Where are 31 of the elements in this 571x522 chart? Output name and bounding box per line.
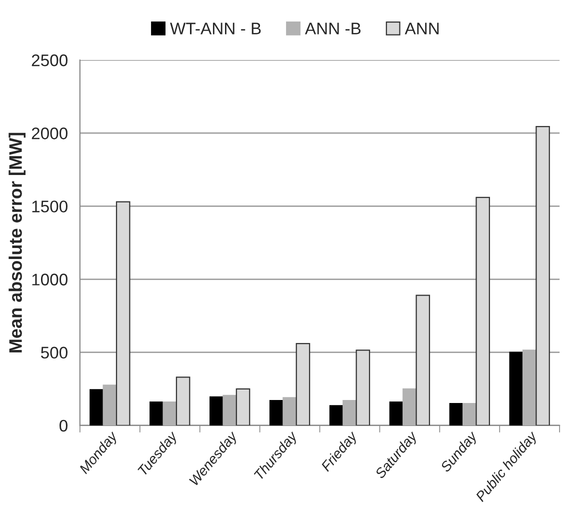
y-axis-title: Mean absolute error [MW] bbox=[8, 132, 26, 352]
bar bbox=[150, 401, 164, 426]
bar bbox=[269, 400, 284, 426]
legend-label: WT-ANN - B bbox=[170, 22, 261, 34]
bar bbox=[509, 352, 524, 426]
y-tick-label: 1000 bbox=[32, 274, 68, 286]
bar bbox=[522, 350, 537, 426]
legend-label: ANN bbox=[404, 22, 439, 34]
bar bbox=[536, 126, 550, 426]
bar bbox=[402, 388, 417, 426]
y-tick-label: 1500 bbox=[32, 200, 68, 212]
bar bbox=[476, 196, 490, 426]
y-tick-label: 2000 bbox=[32, 128, 68, 140]
bar bbox=[389, 401, 404, 426]
bar bbox=[296, 343, 310, 426]
y-tick-label: 500 bbox=[40, 346, 68, 359]
bar bbox=[162, 401, 178, 426]
bar bbox=[356, 350, 370, 426]
bar bbox=[222, 394, 237, 426]
bar bbox=[236, 388, 250, 426]
bar bbox=[116, 201, 130, 426]
bar bbox=[342, 400, 357, 426]
y-tick-label: 2500 bbox=[32, 54, 68, 66]
bar bbox=[329, 405, 344, 426]
y-tick-label: 0 bbox=[60, 420, 68, 432]
bar bbox=[416, 294, 430, 426]
bar bbox=[102, 384, 118, 426]
bar bbox=[90, 389, 104, 426]
legend-label: ANN -B bbox=[304, 22, 361, 34]
bar bbox=[176, 376, 190, 426]
bar bbox=[282, 397, 297, 426]
